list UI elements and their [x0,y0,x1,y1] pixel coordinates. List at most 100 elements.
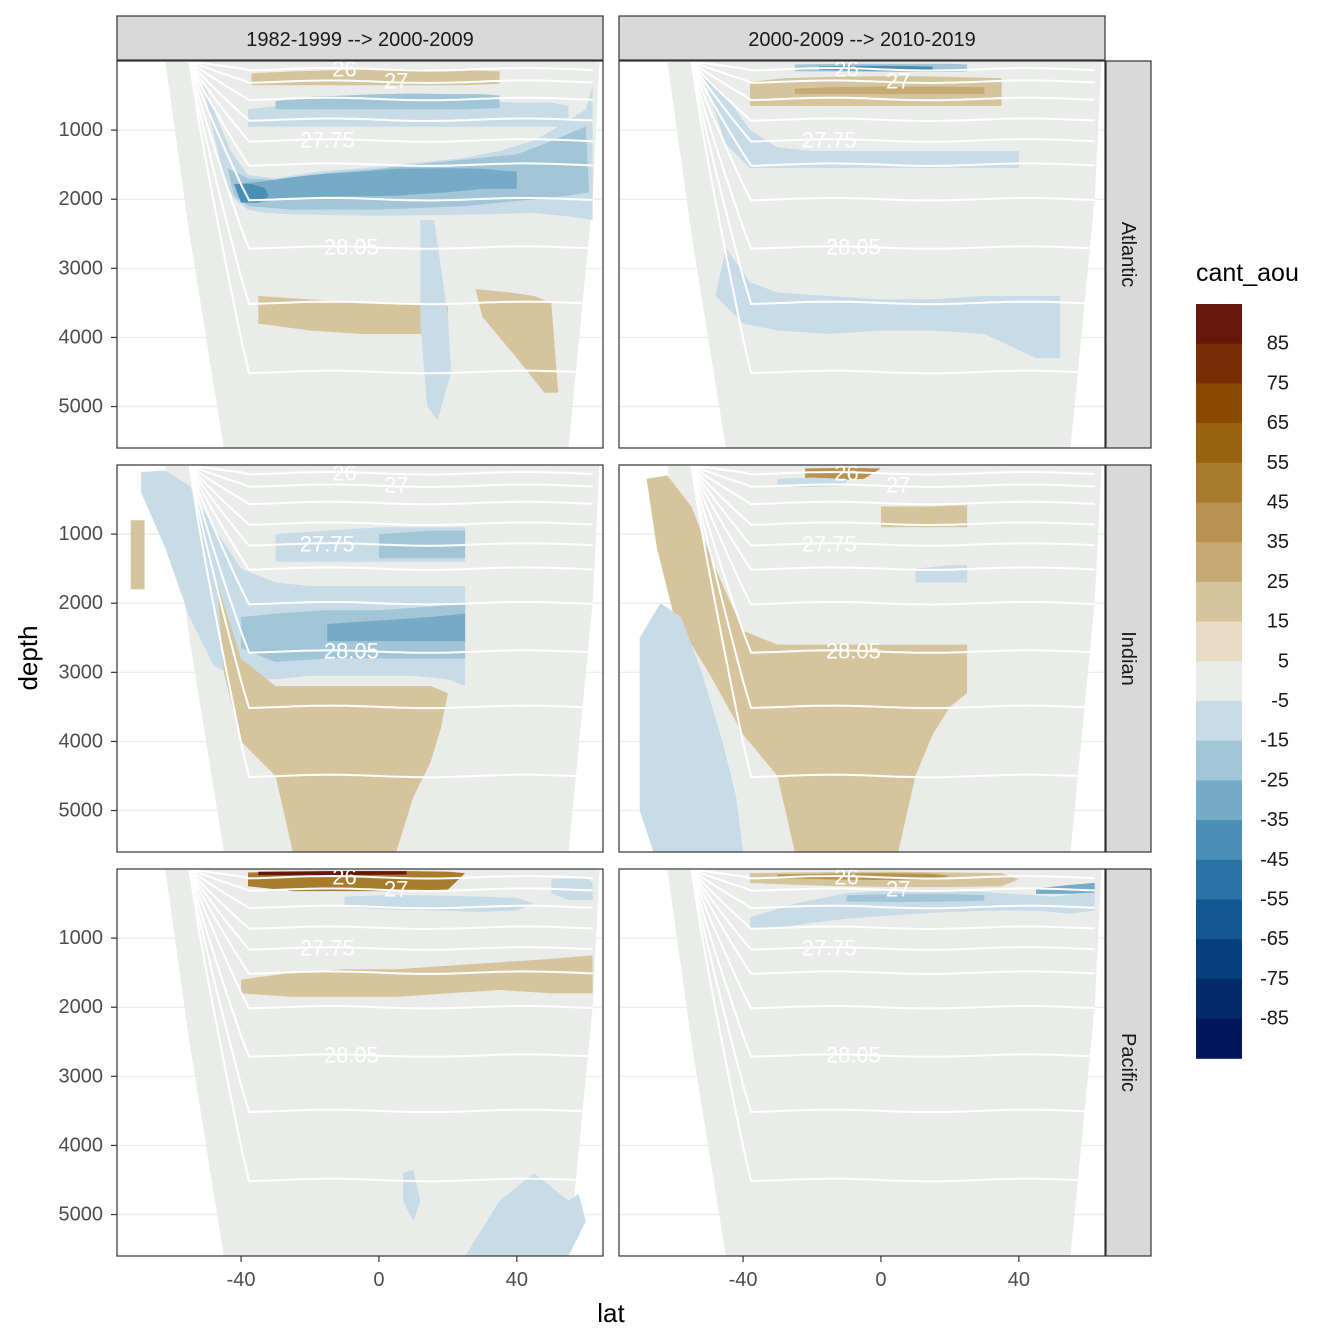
isopycnal-line [646,61,1095,250]
contour-label: 27 [886,877,910,902]
legend-label: 45 [1267,492,1289,514]
isopycnal-line [646,465,1095,606]
legend-label: -15 [1260,730,1289,752]
legend-color-bin [1196,740,1242,781]
isopycnal-line [144,869,593,880]
y-tick-label: 1000 [59,523,104,545]
y-tick-label: 2000 [59,996,104,1018]
x-tick-label: 0 [875,1269,886,1291]
y-tick-label: 5000 [59,1204,104,1226]
cant-region [805,467,881,481]
isopycnal-line [646,465,1095,571]
facet-strips: 1982-1999 --> 2000-2009 2000-2009 --> 201… [116,15,1152,1257]
cant-region [216,582,448,852]
isopycnal-line [646,61,1095,202]
y-tick-label: 4000 [59,326,104,348]
legend-label: 85 [1267,333,1289,355]
contour-label: 27.75 [300,127,355,152]
cant-region [465,1173,586,1256]
isopycnal-line [144,61,593,167]
isopycnal-line [144,61,593,122]
isopycnal-line [646,61,1095,167]
isopycnal-line [144,869,593,1183]
legend-label: 35 [1267,531,1289,553]
legend-label: -65 [1260,928,1289,950]
y-tick-label: 1000 [59,119,104,141]
legend-color-bin [1196,423,1242,464]
legend-label: 55 [1267,452,1289,474]
isopycnal-line [144,61,593,250]
legend-color-bin [1196,581,1242,623]
cant-region [403,1169,421,1222]
axes: 1000200030004000500010002000300040005000… [13,119,1030,1328]
cant-region [258,871,407,876]
column-strip-label: 1982-1999 --> 2000-2009 [246,29,473,51]
isopycnal-line [646,61,1095,85]
row-strip-label: Pacific [1117,1033,1139,1092]
legend-label: 15 [1267,611,1289,633]
column-strip-label: 2000-2009 --> 2010-2019 [748,29,975,51]
contour-label: 27 [384,877,408,902]
contour-label: 27 [886,473,910,498]
isopycnal-line [646,465,1095,489]
isopycnal-line [646,61,1095,143]
legend-label: 65 [1267,412,1289,434]
x-tick-label: 40 [506,1269,528,1291]
isopycnal-line [646,869,1095,930]
cant-region [234,168,517,203]
panel-pacific-0: 26 27 27.75 28.05 [117,864,603,1256]
legend-label: -5 [1271,690,1289,712]
ocean-section [639,869,1102,1256]
contour-label: 27.75 [802,935,857,960]
contour-label: 26 [332,460,356,485]
contour-label: 27.75 [802,127,857,152]
y-tick-label: 5000 [59,800,104,822]
contour-label: 27 [886,69,910,94]
cant-region [475,289,559,393]
cant-region [646,475,968,852]
cant-region [701,71,1019,169]
isopycnal-line [144,869,593,930]
x-axis-label: lat [597,1298,625,1328]
isopycnal-line [646,465,1095,547]
isopycnal-line [646,869,1095,951]
contour-label: 28.05 [826,639,881,664]
isopycnal-line [144,869,593,975]
isopycnal-line [144,465,593,547]
legend-color-bin [1196,939,1242,980]
legend-color-bin [1196,661,1242,702]
isopycnal-line [646,465,1095,476]
contour-label: 26 [332,864,356,889]
legend-title: cant_aou [1196,259,1299,287]
row-strip [1105,60,1152,449]
legend-color-bin [1196,304,1242,345]
y-tick-label: 3000 [59,257,104,279]
y-tick-label: 2000 [59,592,104,614]
contour-label: 26 [332,56,356,81]
isopycnal-line [144,61,593,102]
y-tick-label: 3000 [59,661,104,683]
isopycnal-line [144,465,593,779]
cant-region [846,893,985,903]
contour-label: 28.05 [324,1043,379,1068]
contour-label: 28.05 [324,235,379,260]
panel-atlantic-0: 26 27 27.75 28.05 [117,56,603,448]
row-strip-label: Atlantic [1117,222,1139,288]
isopycnal-line [144,465,593,489]
panel-border [116,60,604,449]
isopycnal-line [144,465,593,526]
legend-label: -75 [1260,968,1289,990]
isopycnal-line [144,465,593,476]
panel-indian-1: 26 27 27.75 28.05 [619,465,1105,852]
isopycnal-line [144,869,593,1010]
legend-color-bin [1196,542,1242,583]
contour-label: 27 [384,473,408,498]
cant-region [639,603,744,852]
isopycnal-line [646,869,1095,1183]
isopycnal-line [144,61,593,85]
isopycnal-line [144,61,593,375]
contour-label: 27.75 [300,531,355,556]
isopycnal-line [646,869,1095,1114]
isopycnal-line [144,465,593,654]
